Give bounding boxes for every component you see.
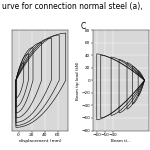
Text: C: C bbox=[81, 22, 86, 31]
Y-axis label: Beam tip load (kN): Beam tip load (kN) bbox=[76, 61, 80, 99]
Text: urve for connection normal steel (a),: urve for connection normal steel (a), bbox=[2, 2, 142, 11]
X-axis label: Beam ti...: Beam ti... bbox=[111, 139, 130, 143]
X-axis label: displacement (mm): displacement (mm) bbox=[19, 139, 61, 143]
